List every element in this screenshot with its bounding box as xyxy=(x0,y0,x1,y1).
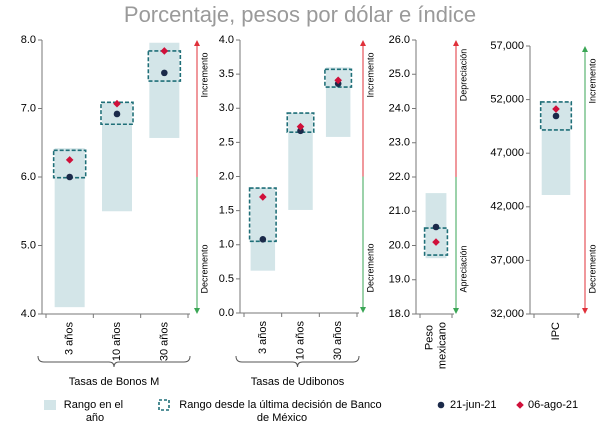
y-tick-label: 7.0 xyxy=(21,102,36,114)
chart-title: Porcentaje, pesos por dólar e índice xyxy=(124,2,476,27)
y-tick-label: 0.5 xyxy=(219,273,234,285)
legend-swatch xyxy=(44,400,56,410)
point xyxy=(432,223,440,231)
y-tick-label: 8.0 xyxy=(21,34,36,46)
point xyxy=(552,105,560,113)
y-tick-label: 4.0 xyxy=(21,308,36,320)
y-tick-label: 21.0 xyxy=(389,205,410,217)
arrow-head xyxy=(194,40,200,46)
group-label: Tasas de Udibonos xyxy=(251,376,345,388)
y-tick-label: 23.0 xyxy=(389,137,410,149)
y-tick-label: 32,000 xyxy=(490,308,524,320)
y-tick-label: 19.0 xyxy=(389,274,410,286)
point xyxy=(66,173,73,181)
x-tick-label: 3 años xyxy=(64,322,76,356)
arrow-head xyxy=(194,308,200,314)
y-tick-label: 2.5 xyxy=(219,136,234,148)
x-tick-label: 30 años xyxy=(332,321,344,361)
x-tick-label: 10 años xyxy=(294,321,306,361)
y-tick-label: 3.5 xyxy=(219,68,234,80)
arrow-head xyxy=(453,40,459,46)
direction-label: Incremento xyxy=(199,52,209,97)
y-tick-label: 57,000 xyxy=(490,40,524,52)
range-bar xyxy=(102,102,132,212)
point xyxy=(552,112,560,120)
range-bar xyxy=(250,188,276,271)
range-box xyxy=(286,112,315,133)
point xyxy=(297,127,304,135)
y-tick-label: 18.0 xyxy=(389,308,410,320)
y-tick-label: 0.0 xyxy=(219,307,234,319)
direction-label: Decremento xyxy=(365,243,375,292)
point xyxy=(296,122,305,131)
legend-label: 06-ago-21 xyxy=(528,399,578,411)
range-box xyxy=(324,68,353,88)
y-tick-label: 1.0 xyxy=(219,239,234,251)
x-tick-label: 30 años xyxy=(158,322,170,362)
arrow-head xyxy=(360,307,366,313)
direction-label: Decremento xyxy=(587,244,597,293)
x-tick-label: 10 años xyxy=(111,322,123,362)
direction-label: Apreciación xyxy=(458,245,468,292)
arrow-head xyxy=(582,46,588,52)
legend-swatch xyxy=(516,401,524,409)
legend-label: Rango en el año xyxy=(64,399,126,424)
y-tick-label: 37,000 xyxy=(490,254,524,266)
direction-label: Incremento xyxy=(587,58,597,103)
point xyxy=(432,238,440,246)
y-tick-label: 6.0 xyxy=(21,171,36,183)
y-tick-label: 5.0 xyxy=(21,239,36,251)
arrow-head xyxy=(453,308,459,314)
range-box xyxy=(423,227,449,256)
range-bar xyxy=(54,148,85,308)
y-tick-label: 22.0 xyxy=(389,171,410,183)
legend-swatch xyxy=(158,399,170,411)
point xyxy=(334,76,342,85)
y-tick-label: 42,000 xyxy=(490,201,524,213)
x-tick-label: Peso mexicano xyxy=(423,322,448,369)
y-tick-label: 1.5 xyxy=(219,205,234,217)
point xyxy=(259,193,267,201)
group-brace xyxy=(37,355,191,368)
point xyxy=(113,99,121,108)
arrow-head xyxy=(582,308,588,314)
point xyxy=(113,110,121,118)
direction-label: Decremento xyxy=(199,244,209,293)
point xyxy=(161,69,168,77)
y-tick-label: 24.0 xyxy=(389,102,410,114)
x-tick-label: IPC xyxy=(550,322,562,340)
y-tick-label: 2.0 xyxy=(219,170,234,182)
direction-label: Depreciación xyxy=(458,49,468,102)
direction-label: Incremento xyxy=(365,52,375,97)
range-box xyxy=(539,101,573,131)
group-label: Tasas de Bonos M xyxy=(69,376,160,388)
legend-swatch xyxy=(437,401,445,409)
point xyxy=(160,47,169,55)
legend-label: 21-jun-21 xyxy=(450,399,496,411)
legend-label: Rango desde la última decisión de Banco … xyxy=(179,399,384,424)
y-tick-label: 26.0 xyxy=(389,34,410,46)
group-brace xyxy=(235,355,360,368)
arrow-head xyxy=(360,40,366,46)
y-tick-label: 4.0 xyxy=(219,34,234,46)
range-bar xyxy=(149,42,180,138)
y-tick-label: 47,000 xyxy=(490,147,524,159)
y-tick-label: 25.0 xyxy=(389,68,410,80)
y-tick-label: 3.0 xyxy=(219,102,234,114)
y-tick-label: 52,000 xyxy=(490,94,524,106)
point xyxy=(259,235,267,243)
y-tick-label: 20.0 xyxy=(389,239,410,251)
point xyxy=(65,156,74,164)
x-tick-label: 3 años xyxy=(257,321,269,355)
